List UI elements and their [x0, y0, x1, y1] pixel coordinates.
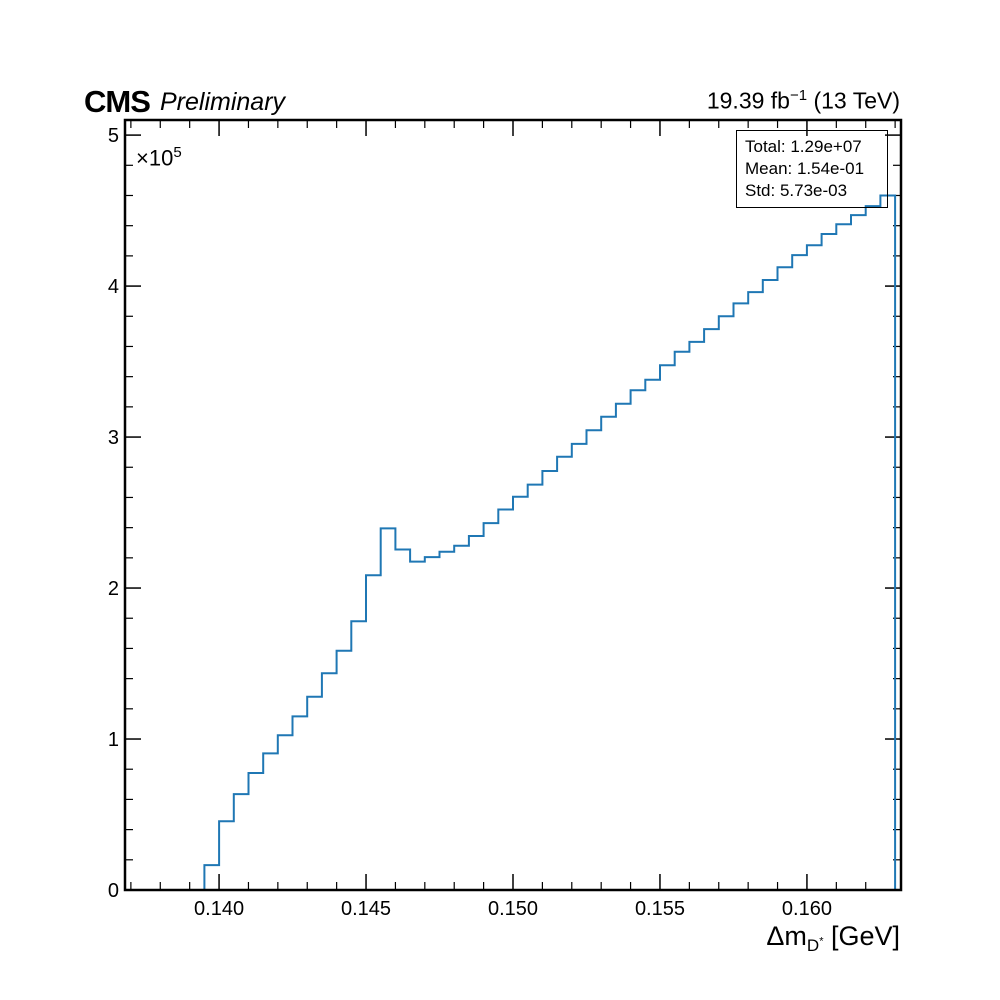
lumi-value: 19.39 fb [706, 87, 790, 114]
stats-box: Total: 1.29e+07 Mean: 1.54e-01 Std: 5.73… [736, 130, 888, 208]
stats-mean: Mean: 1.54e-01 [745, 159, 865, 178]
y-tick-label: 5 [108, 125, 119, 147]
minor-ticks [125, 120, 901, 890]
stats-std: Std: 5.73e-03 [745, 181, 848, 200]
y-tick-label: 4 [108, 276, 119, 298]
lumi-exponent: −1 [789, 87, 808, 104]
x-tick-label: 0.155 [635, 898, 685, 920]
histogram-step-line [203, 194, 897, 890]
luminosity-label: 19.39 fb−1 (13 TeV) [707, 87, 900, 115]
stats-total: Total: 1.29e+07 [745, 137, 862, 156]
multiplier-exponent: 5 [173, 144, 182, 161]
y-tick-label: 0 [108, 880, 119, 902]
x-axis-label-sub: D* [806, 935, 824, 956]
energy-label: (13 TeV) [813, 87, 900, 114]
tick-labels: 0.140 0.145 0.150 0.155 0.160 0 1 2 3 4 5 [108, 125, 832, 920]
x-tick-label: 0.145 [341, 898, 391, 920]
x-axis-label-sub-text: D [806, 936, 820, 956]
x-axis-label-main: Δm [766, 921, 807, 951]
multiplier-base: ×10 [136, 145, 174, 171]
y-tick-label: 1 [108, 729, 119, 751]
y-axis-multiplier: ×105 [136, 144, 182, 171]
status-label: Preliminary [160, 88, 286, 116]
x-tick-label: 0.160 [782, 898, 832, 920]
x-tick-label: 0.150 [488, 898, 538, 920]
plot-frame [123, 118, 903, 892]
x-axis-label: ΔmD* [GeV] [766, 921, 900, 956]
y-tick-label: 3 [108, 427, 119, 449]
experiment-label: CMS [84, 84, 151, 119]
x-tick-label: 0.140 [194, 898, 244, 920]
y-tick-label: 2 [108, 578, 119, 600]
x-axis-label-unit: [GeV] [823, 921, 900, 951]
x-axis-label-sup: * [819, 935, 824, 948]
